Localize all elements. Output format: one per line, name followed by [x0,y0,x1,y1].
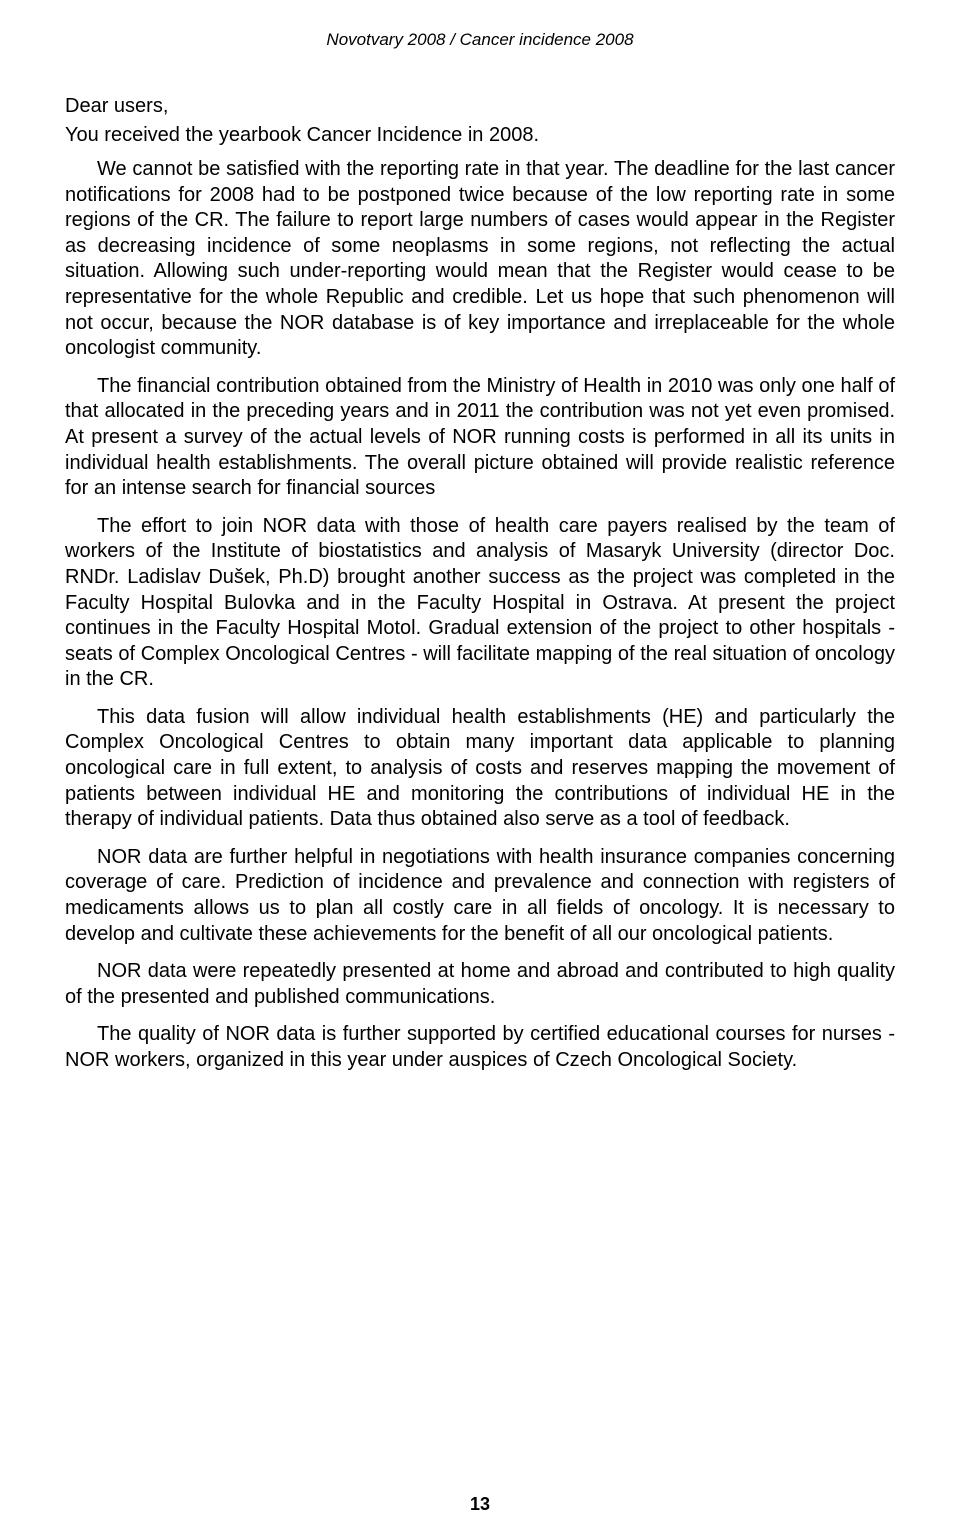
body-paragraph: The financial contribution obtained from… [65,374,895,502]
page-number: 13 [0,1494,960,1515]
body-paragraph: NOR data are further helpful in negotiat… [65,845,895,947]
page-header: Novotvary 2008 / Cancer incidence 2008 [65,30,895,50]
salutation: Dear users, [65,95,895,118]
intro-line: You received the yearbook Cancer Inciden… [65,124,895,147]
body-paragraph: The quality of NOR data is further suppo… [65,1022,895,1073]
body-paragraph: The effort to join NOR data with those o… [65,514,895,693]
body-paragraph: We cannot be satisfied with the reportin… [65,157,895,362]
body-paragraph: This data fusion will allow individual h… [65,705,895,833]
body-paragraph: NOR data were repeatedly presented at ho… [65,959,895,1010]
